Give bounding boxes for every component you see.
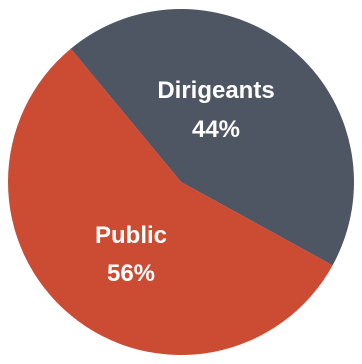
slice-value-dirigeants: 44% bbox=[192, 116, 240, 143]
slice-value-public: 56% bbox=[107, 260, 155, 287]
slice-label-dirigeants: Dirigeants bbox=[157, 77, 274, 104]
pie-slices bbox=[8, 9, 354, 355]
slice-label-public: Public bbox=[95, 222, 167, 249]
